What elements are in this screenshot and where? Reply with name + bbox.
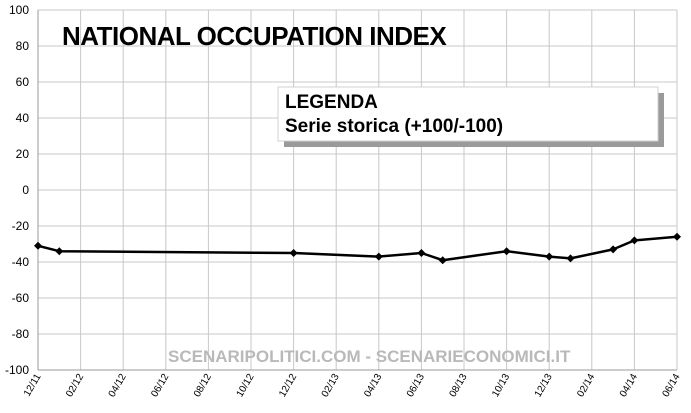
legend-entry: Serie storica (+100/-100) <box>285 116 503 137</box>
y-tick-label: -40 <box>12 255 30 269</box>
x-tick-label: 02/12 <box>64 372 86 400</box>
x-axis-tick-labels: 12/11 02/12 04/12 06/12 08/12 10/12 12/12 02/13… <box>22 372 683 400</box>
data-point-marker <box>417 249 426 257</box>
grid-lines <box>37 9 678 371</box>
data-point-marker <box>502 247 511 256</box>
y-tick-label: 20 <box>16 147 30 161</box>
x-tick-label: 02/14 <box>575 372 597 400</box>
x-tick-label: 10/13 <box>490 372 512 400</box>
data-point-marker <box>609 245 618 254</box>
x-tick-label: 04/12 <box>107 372 129 400</box>
x-tick-label: 10/12 <box>235 372 257 400</box>
x-tick-label: 06/13 <box>405 372 427 400</box>
series-line-group <box>34 232 681 265</box>
legend: LEGENDA Serie storica (+100/-100) <box>277 86 664 147</box>
chart-title: NATIONAL OCCUPATION INDEX <box>62 21 447 51</box>
x-tick-label: 12/12 <box>277 372 299 400</box>
x-tick-label: 08/13 <box>448 372 470 400</box>
y-tick-label: 100 <box>9 3 29 17</box>
y-axis-tick-labels: 100 80 60 40 20 0 -20 -40 -60 -80 -100 <box>5 3 29 377</box>
legend-heading: LEGENDA <box>285 92 378 113</box>
y-tick-label: 40 <box>16 111 30 125</box>
y-tick-label: -80 <box>12 327 30 341</box>
legend-box <box>277 86 659 142</box>
data-point-marker <box>374 252 383 261</box>
data-point-marker <box>289 249 298 257</box>
x-tick-label: 08/12 <box>192 372 214 400</box>
watermark: SCENARIPOLITICI.COM - SCENARIECONOMICI.I… <box>168 347 571 366</box>
y-tick-label: -20 <box>12 219 30 233</box>
data-point-marker <box>630 236 639 245</box>
data-point-marker <box>438 256 447 265</box>
y-tick-label: -100 <box>5 363 29 377</box>
x-tick-label: 06/14 <box>661 372 683 400</box>
data-point-marker <box>545 252 554 261</box>
x-tick-label: 04/14 <box>618 372 640 400</box>
series-line <box>37 235 678 262</box>
data-point-marker <box>566 254 575 263</box>
data-point-marker <box>55 247 64 256</box>
x-tick-label: 12/13 <box>533 372 555 400</box>
y-tick-label: 0 <box>22 183 29 197</box>
x-tick-label: 04/13 <box>362 372 384 400</box>
y-tick-label: -60 <box>12 291 30 305</box>
y-tick-label: 60 <box>16 75 30 89</box>
x-tick-label: 06/12 <box>149 372 171 400</box>
y-tick-label: 80 <box>16 39 30 53</box>
data-point-marker <box>34 241 42 250</box>
data-point-marker <box>673 232 681 241</box>
x-tick-label: 02/13 <box>320 372 342 400</box>
